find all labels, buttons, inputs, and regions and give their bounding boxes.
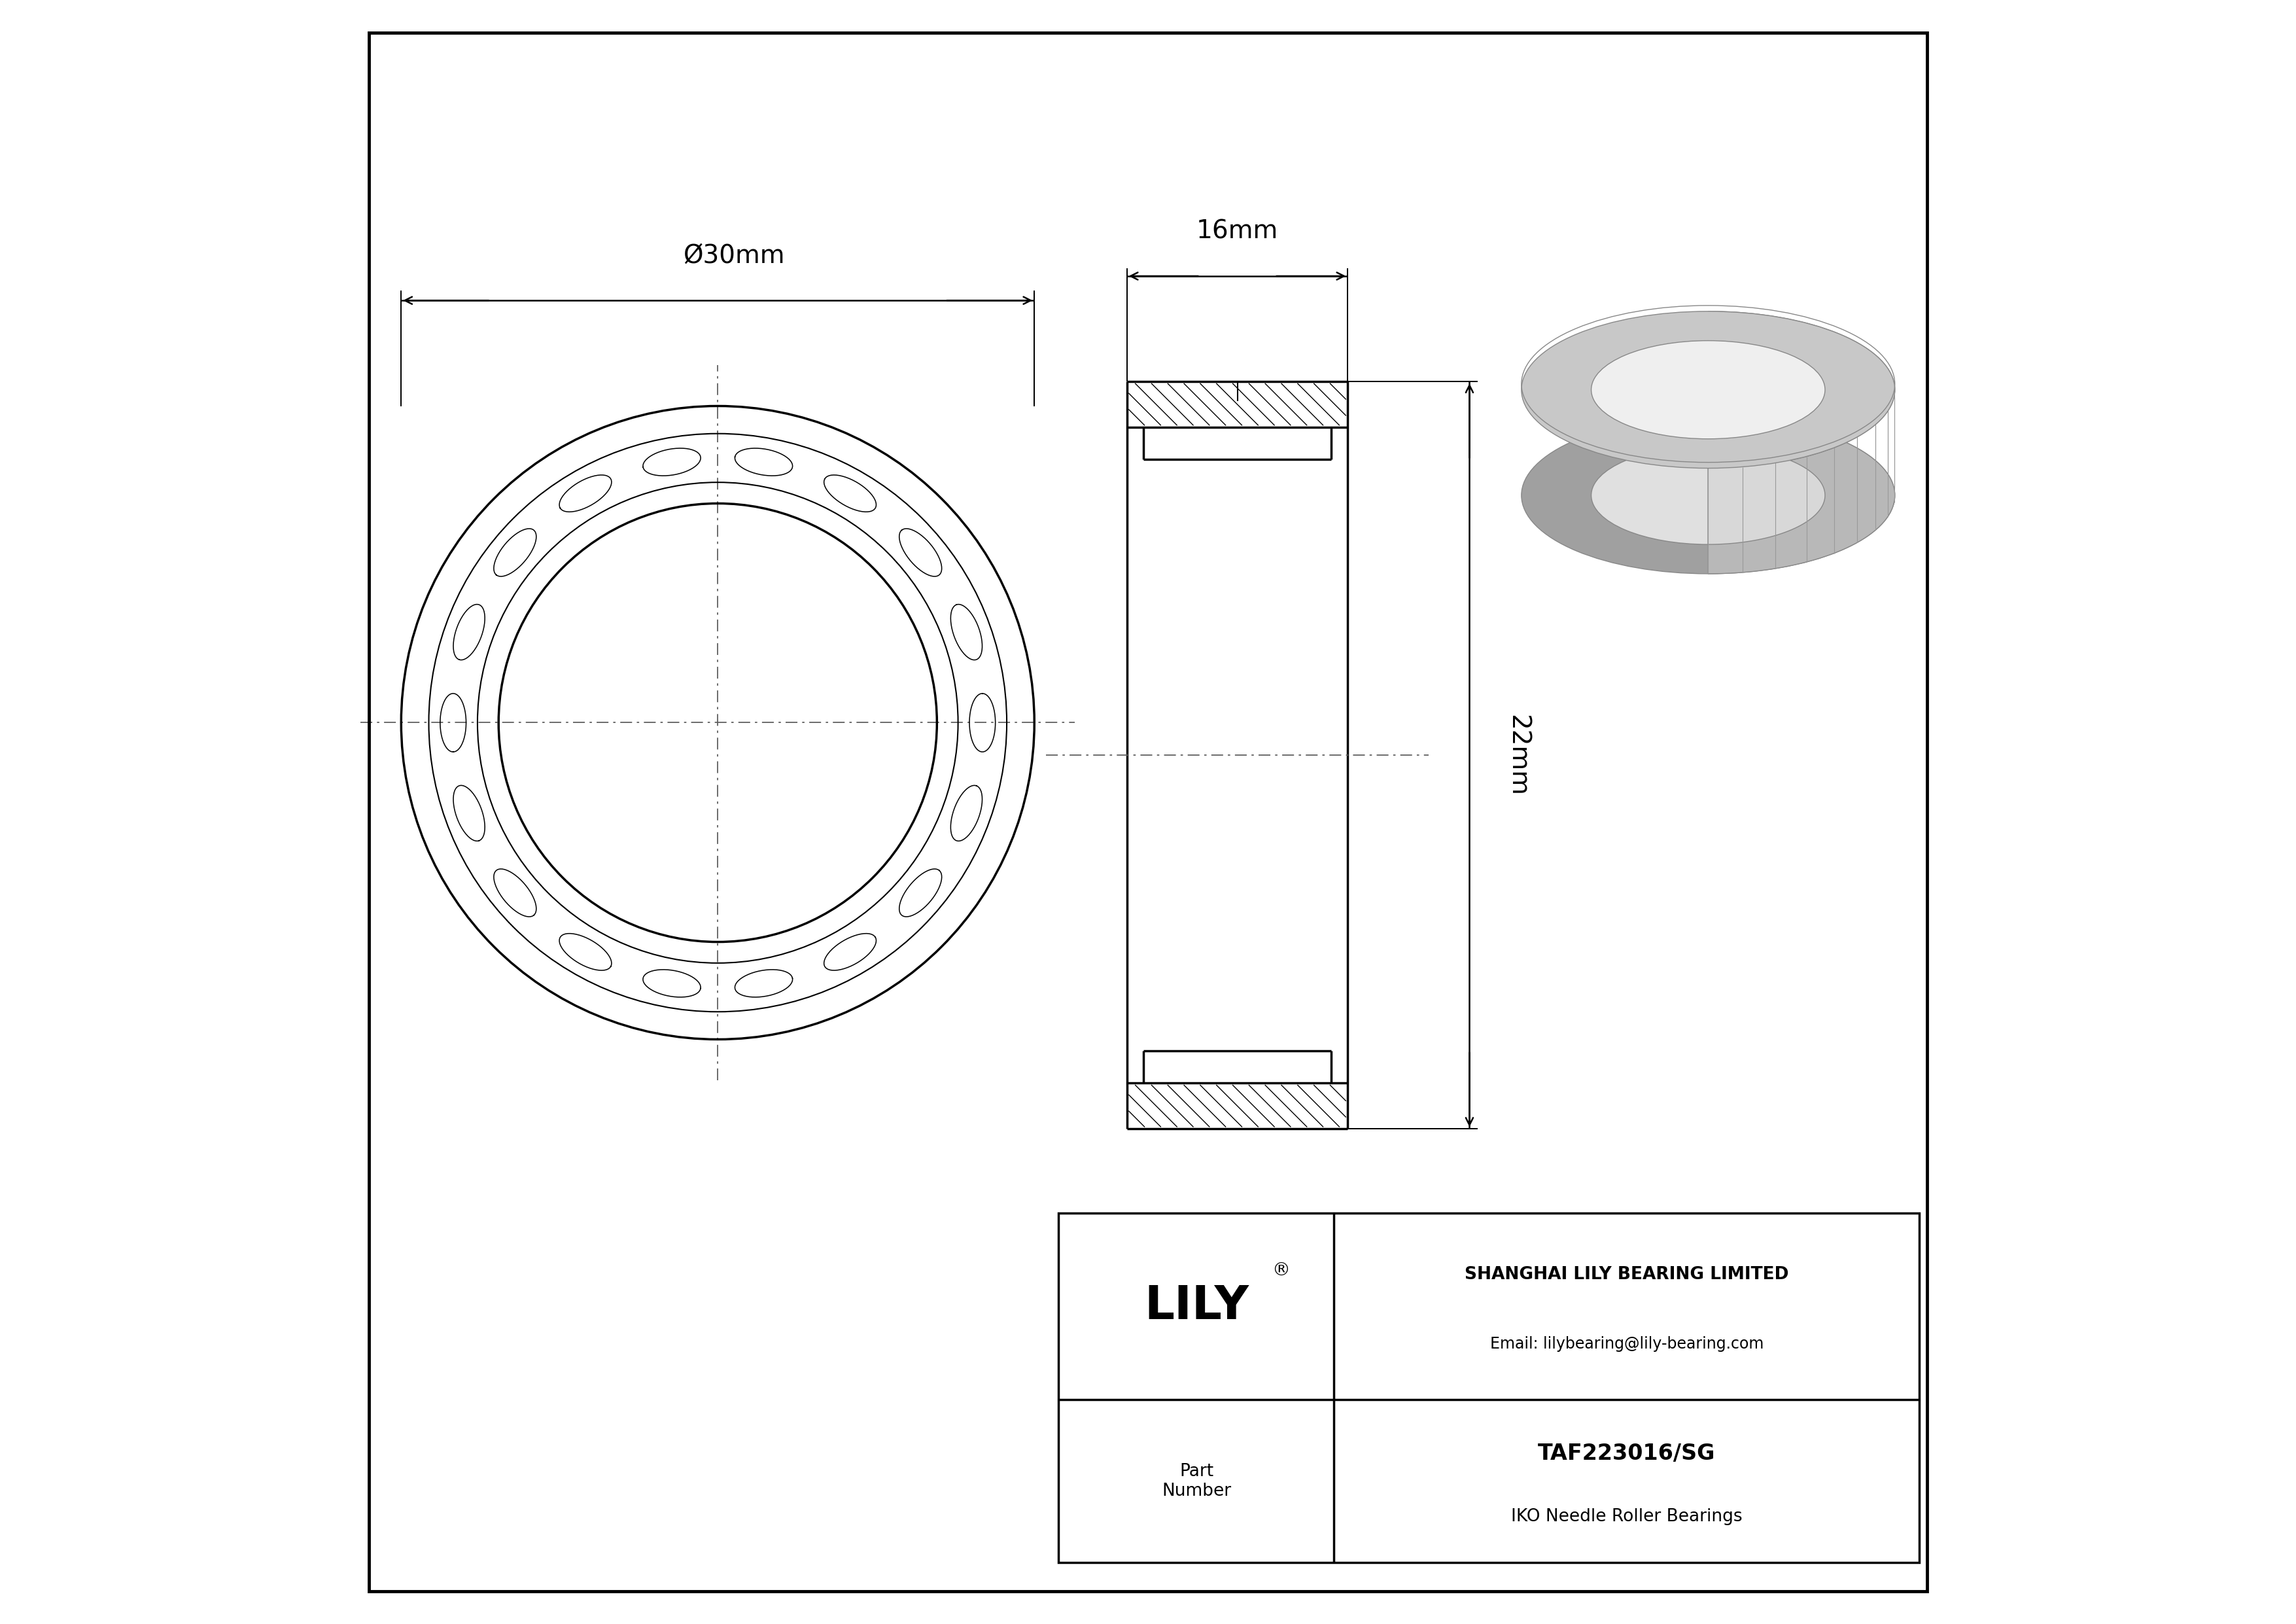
Text: Ø30mm: Ø30mm bbox=[684, 244, 785, 268]
Text: Part
Number: Part Number bbox=[1162, 1463, 1231, 1499]
Text: LILY: LILY bbox=[1143, 1285, 1249, 1328]
Ellipse shape bbox=[1522, 312, 1894, 468]
Ellipse shape bbox=[1522, 417, 1894, 573]
Text: IKO Needle Roller Bearings: IKO Needle Roller Bearings bbox=[1511, 1509, 1743, 1525]
Text: Email: lilybearing@lily-bearing.com: Email: lilybearing@lily-bearing.com bbox=[1490, 1337, 1763, 1351]
Text: ®: ® bbox=[1272, 1262, 1290, 1280]
Ellipse shape bbox=[1591, 447, 1825, 544]
Bar bbox=[1058, 1213, 1919, 1562]
Text: 16mm: 16mm bbox=[1196, 219, 1279, 244]
Polygon shape bbox=[1708, 312, 1894, 573]
Text: 22mm: 22mm bbox=[1506, 715, 1529, 796]
Polygon shape bbox=[1708, 341, 1825, 544]
Ellipse shape bbox=[1591, 341, 1825, 438]
Text: TAF223016/SG: TAF223016/SG bbox=[1538, 1442, 1715, 1465]
Text: SHANGHAI LILY BEARING LIMITED: SHANGHAI LILY BEARING LIMITED bbox=[1465, 1267, 1789, 1283]
